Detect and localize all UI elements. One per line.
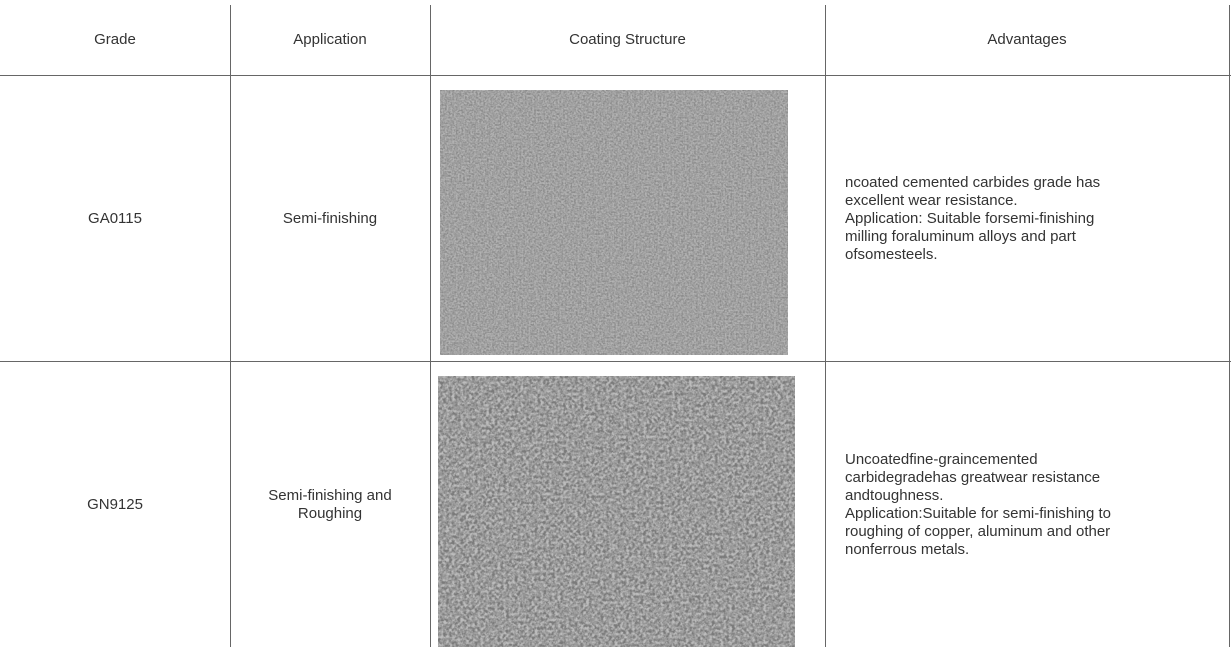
coating-image [438, 376, 795, 647]
row-border [0, 361, 1231, 362]
col-border [825, 5, 826, 647]
header-cell: Coating Structure [569, 31, 686, 48]
advantages-line: roughing of copper, aluminum and other [845, 522, 1111, 540]
header-cell: Application [293, 31, 367, 48]
advantages-line: nonferrous metals. [845, 540, 970, 558]
grade-cell: GA0115 [88, 209, 142, 227]
application-cell: Semi-finishing and Roughing [230, 362, 430, 647]
col-border [1229, 5, 1230, 647]
advantages-line: ncoated cemented carbides grade has [845, 173, 1101, 191]
row-border [0, 75, 1231, 76]
grade-cell: GN9125 [87, 495, 143, 513]
header-cell: Advantages [987, 31, 1067, 48]
advantages-line: andtoughness. [845, 486, 944, 504]
advantages-line: ofsomesteels. [845, 245, 938, 263]
advantages-line: carbidegradehas greatwear resistance [845, 468, 1101, 486]
col-border [230, 5, 231, 647]
advantages-line: excellent wear resistance. [845, 191, 1018, 209]
advantages-cell: ncoated cemented carbides grade has exce… [845, 76, 1225, 361]
col-border [430, 5, 431, 647]
header-cell: Grade [94, 31, 136, 48]
application-cell: Semi-finishing [230, 76, 430, 361]
coating-image [440, 90, 788, 355]
advantages-cell: Uncoatedfine-graincemented carbidegradeh… [845, 362, 1225, 647]
application-line: Semi-finishing [282, 209, 378, 227]
advantages-line: Application: Suitable forsemi-finishing [845, 209, 1095, 227]
application-line: Roughing [297, 504, 363, 522]
application-line: Semi-finishing and [268, 486, 392, 504]
advantages-line: Uncoatedfine-graincemented [845, 450, 1038, 468]
advantages-line: Application:Suitable for semi-finishing … [845, 504, 1111, 522]
advantages-line: milling foraluminum alloys and part [845, 227, 1076, 245]
